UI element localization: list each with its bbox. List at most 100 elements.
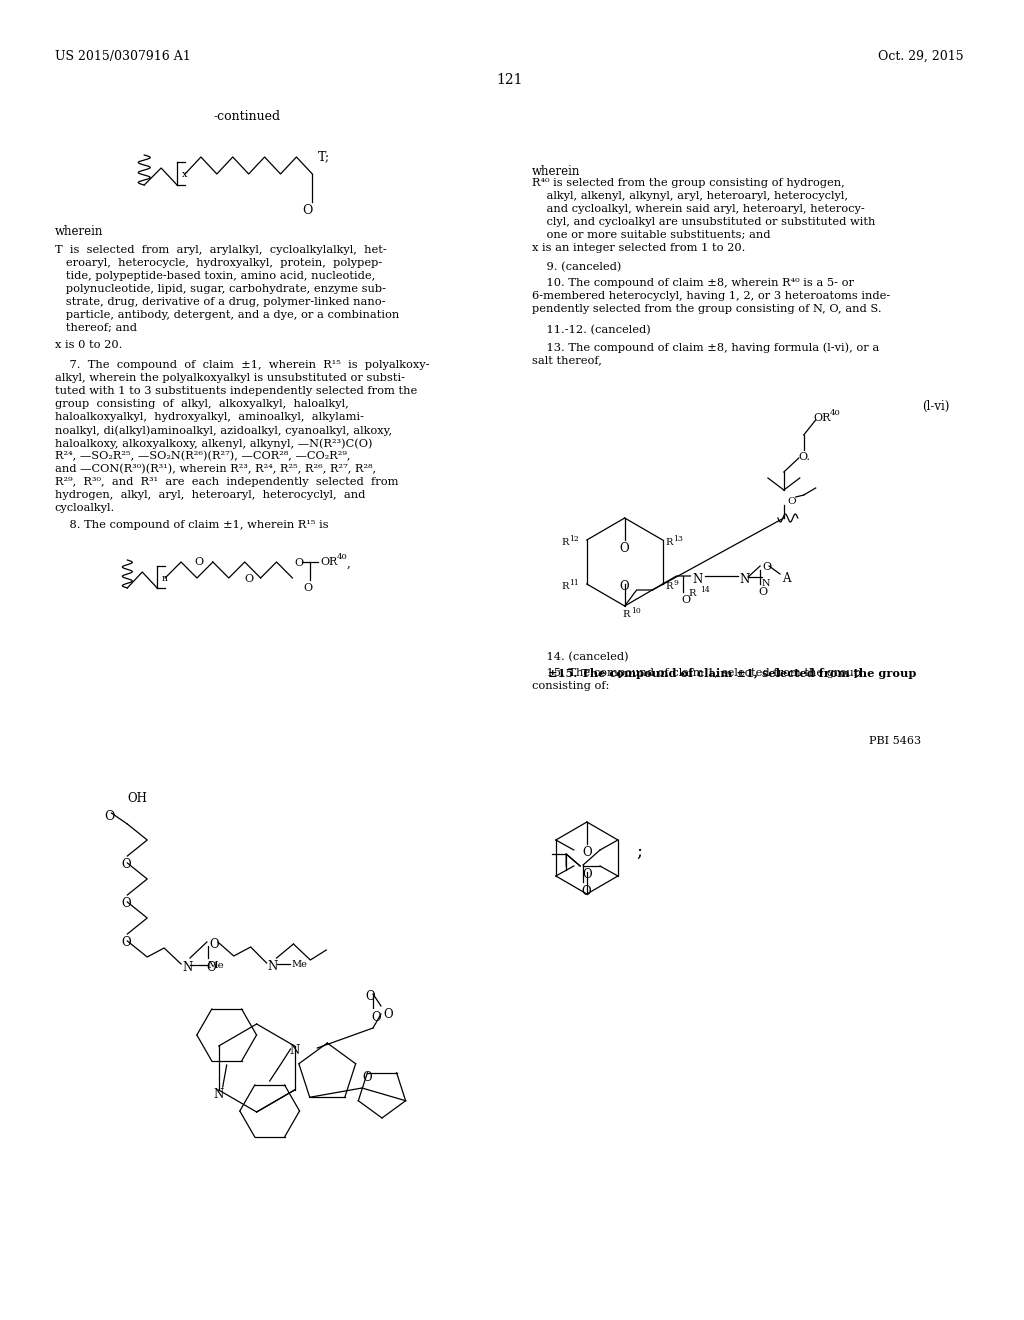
Text: x: x [182, 170, 187, 180]
Text: N: N [692, 573, 702, 586]
Text: strate, drug, derivative of a drug, polymer-linked nano-: strate, drug, derivative of a drug, poly… [54, 297, 385, 308]
Text: and cycloalkyl, wherein said aryl, heteroaryl, heterocy-: and cycloalkyl, wherein said aryl, heter… [532, 205, 865, 214]
Text: R²⁹,  R³⁰,  and  R³¹  are  each  independently  selected  from: R²⁹, R³⁰, and R³¹ are each independently… [54, 477, 398, 487]
Text: R²⁴, —SO₂R²⁵, —SO₂N(R²⁶)(R²⁷), —COR²⁸, —CO₂R²⁹,: R²⁴, —SO₂R²⁵, —SO₂N(R²⁶)(R²⁷), —COR²⁸, —… [54, 451, 350, 462]
Text: O: O [366, 990, 375, 1003]
Text: ,: , [346, 557, 350, 570]
Text: tuted with 1 to 3 substituents independently selected from the: tuted with 1 to 3 substituents independe… [54, 385, 417, 396]
Text: 11: 11 [569, 579, 579, 587]
Text: 14. (canceled): 14. (canceled) [532, 652, 629, 663]
Text: pendently selected from the group consisting of N, O, and S.: pendently selected from the group consis… [532, 304, 882, 314]
Text: hydrogen,  alkyl,  aryl,  heteroaryl,  heterocyclyl,  and: hydrogen, alkyl, aryl, heteroaryl, heter… [54, 490, 366, 500]
Text: N: N [739, 573, 750, 586]
Text: clyl, and cycloalkyl are unsubstituted or substituted with: clyl, and cycloalkyl are unsubstituted o… [532, 216, 876, 227]
Text: T;: T; [318, 150, 331, 162]
Text: 13: 13 [674, 535, 683, 543]
Text: tide, polypeptide-based toxin, amino acid, nucleotide,: tide, polypeptide-based toxin, amino aci… [54, 271, 375, 281]
Text: haloalkoxy, alkoxyalkoxy, alkenyl, alkynyl, —N(R²³)C(O): haloalkoxy, alkoxyalkoxy, alkenyl, alkyn… [54, 438, 372, 449]
Text: alkyl, alkenyl, alkynyl, aryl, heteroaryl, heterocyclyl,: alkyl, alkenyl, alkynyl, aryl, heteroary… [532, 191, 848, 201]
Text: noalkyl, di(alkyl)aminoalkyl, azidoalkyl, cyanoalkyl, alkoxy,: noalkyl, di(alkyl)aminoalkyl, azidoalkyl… [54, 425, 392, 436]
Text: R: R [666, 582, 673, 591]
Text: 12: 12 [569, 535, 579, 543]
Text: 121: 121 [496, 73, 522, 87]
Text: (l-vi): (l-vi) [923, 400, 950, 413]
Text: US 2015/0307916 A1: US 2015/0307916 A1 [54, 50, 190, 63]
Text: A: A [782, 572, 791, 585]
Text: O.: O. [799, 451, 811, 462]
Text: O: O [787, 498, 797, 506]
Text: consisting of:: consisting of: [532, 681, 609, 690]
Text: x is 0 to 20.: x is 0 to 20. [54, 341, 122, 350]
Text: PBI 5463: PBI 5463 [869, 737, 922, 746]
Text: 9: 9 [674, 579, 679, 587]
Text: N: N [290, 1044, 300, 1057]
Text: 40: 40 [336, 553, 347, 561]
Text: 8. The compound of claim ±1, wherein R¹⁵ is: 8. The compound of claim ±1, wherein R¹⁵… [54, 520, 329, 531]
Text: R: R [623, 610, 630, 619]
Text: O: O [758, 587, 767, 597]
Text: O: O [304, 583, 313, 593]
Text: alkyl, wherein the polyalkoxyalkyl is unsubstituted or substi-: alkyl, wherein the polyalkoxyalkyl is un… [54, 374, 404, 383]
Text: N: N [762, 579, 771, 587]
Text: Me: Me [208, 961, 224, 970]
Text: O: O [244, 574, 253, 583]
Text: cycloalkyl.: cycloalkyl. [54, 503, 115, 513]
Text: and —CON(R³⁰)(R³¹), wherein R²³, R²⁴, R²⁵, R²⁶, R²⁷, R²⁸,: and —CON(R³⁰)(R³¹), wherein R²³, R²⁴, R²… [54, 465, 376, 474]
Text: O: O [581, 884, 591, 898]
Text: O: O [122, 898, 131, 909]
Text: O: O [195, 557, 204, 568]
Text: O: O [321, 557, 330, 568]
Text: 14: 14 [700, 586, 710, 594]
Text: O: O [582, 869, 592, 880]
Text: ;: ; [637, 843, 643, 861]
Text: 11.-12. (canceled): 11.-12. (canceled) [532, 325, 651, 335]
Text: R: R [329, 557, 337, 568]
Text: n: n [161, 574, 167, 583]
Text: eroaryl,  heterocycle,  hydroxyalkyl,  protein,  polypep-: eroaryl, heterocycle, hydroxyalkyl, prot… [54, 257, 382, 268]
Text: group  consisting  of  alkyl,  alkoxyalkyl,  haloalkyl,: group consisting of alkyl, alkoxyalkyl, … [54, 399, 348, 409]
Text: 6-membered heterocyclyl, having 1, 2, or 3 heteroatoms inde-: 6-membered heterocyclyl, having 1, 2, or… [532, 290, 891, 301]
Text: O: O [295, 558, 303, 568]
Text: O: O [206, 961, 215, 974]
Text: 7.  The  compound  of  claim  ±1,  wherein  R¹⁵  is  polyalkoxy-: 7. The compound of claim ±1, wherein R¹⁵… [54, 360, 429, 370]
Text: 40: 40 [829, 409, 841, 417]
Text: polynucleotide, lipid, sugar, carbohydrate, enzyme sub-: polynucleotide, lipid, sugar, carbohydra… [54, 284, 386, 294]
Text: N: N [182, 961, 193, 974]
Text: O: O [620, 579, 630, 593]
Text: R: R [689, 589, 696, 598]
Text: wherein: wherein [532, 165, 581, 178]
Text: R: R [561, 539, 568, 546]
Text: Me: Me [292, 960, 307, 969]
Text: N: N [214, 1088, 224, 1101]
Text: O: O [620, 543, 630, 554]
Text: O: O [582, 846, 592, 859]
Text: wherein: wherein [54, 224, 103, 238]
Text: O: O [104, 810, 115, 822]
Text: O: O [682, 595, 690, 605]
Text: R: R [666, 539, 673, 546]
Text: particle, antibody, detergent, and a dye, or a combination: particle, antibody, detergent, and a dye… [54, 310, 399, 319]
Text: O: O [122, 858, 131, 871]
Text: O: O [371, 1011, 381, 1024]
Text: thereof; and: thereof; and [54, 323, 137, 333]
Text: OH: OH [127, 792, 147, 805]
Text: x is an integer selected from 1 to 20.: x is an integer selected from 1 to 20. [532, 243, 745, 253]
Text: O: O [762, 562, 771, 572]
Text: O: O [122, 936, 131, 949]
Text: ±15. The compound of claim ±1, selected from the group: ±15. The compound of claim ±1, selected … [532, 668, 916, 678]
Text: T  is  selected  from  aryl,  arylalkyl,  cycloalkylalkyl,  het-: T is selected from aryl, arylalkyl, cycl… [54, 246, 386, 255]
Text: R: R [561, 582, 568, 591]
Text: Oct. 29, 2015: Oct. 29, 2015 [879, 50, 964, 63]
Text: 10: 10 [631, 607, 640, 615]
Text: 15. The compound of claim 1, selected from the group: 15. The compound of claim 1, selected fr… [532, 668, 861, 678]
Text: 13. The compound of claim ±8, having formula (l-vi), or a: 13. The compound of claim ±8, having for… [532, 342, 880, 352]
Text: 10. The compound of claim ±8, wherein R⁴⁰ is a 5- or: 10. The compound of claim ±8, wherein R⁴… [532, 279, 854, 288]
Text: N: N [267, 960, 278, 973]
Text: O: O [383, 1008, 392, 1020]
Text: O: O [362, 1071, 372, 1084]
Text: OR: OR [814, 413, 831, 422]
Text: R⁴⁰ is selected from the group consisting of hydrogen,: R⁴⁰ is selected from the group consistin… [532, 178, 845, 187]
Text: salt thereof,: salt thereof, [532, 355, 602, 366]
Text: one or more suitable substituents; and: one or more suitable substituents; and [532, 230, 771, 240]
Text: O: O [302, 205, 312, 216]
